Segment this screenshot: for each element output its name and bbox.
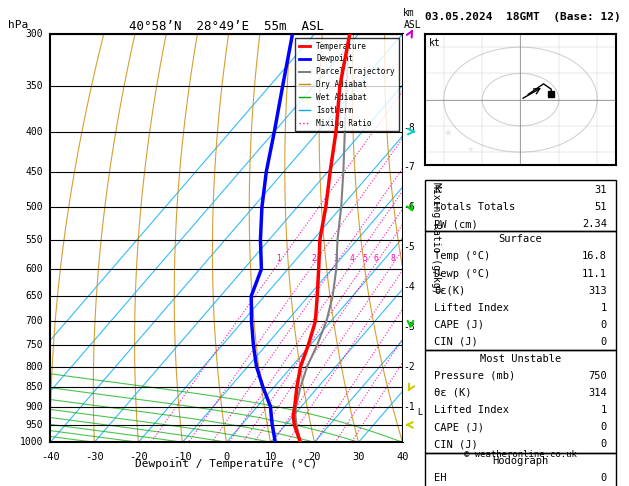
Text: 2: 2 xyxy=(312,254,316,263)
Text: 700: 700 xyxy=(26,316,43,326)
Text: 500: 500 xyxy=(26,202,43,212)
Text: 11.1: 11.1 xyxy=(582,269,607,278)
Text: CAPE (J): CAPE (J) xyxy=(434,422,484,432)
Text: Lifted Index: Lifted Index xyxy=(434,303,509,312)
Text: 400: 400 xyxy=(26,126,43,137)
Text: -30: -30 xyxy=(85,452,104,463)
Text: 0: 0 xyxy=(601,439,607,449)
Text: PW (cm): PW (cm) xyxy=(434,219,478,229)
Text: 3: 3 xyxy=(333,254,338,263)
Text: © weatheronline.co.uk: © weatheronline.co.uk xyxy=(464,450,577,459)
Text: 950: 950 xyxy=(26,420,43,430)
Text: -4: -4 xyxy=(403,282,415,292)
Text: 51: 51 xyxy=(594,202,607,212)
Text: 03.05.2024  18GMT  (Base: 12): 03.05.2024 18GMT (Base: 12) xyxy=(425,12,620,22)
Text: -7: -7 xyxy=(403,162,415,173)
Text: K: K xyxy=(434,185,440,195)
Text: 750: 750 xyxy=(588,371,607,381)
Text: Dewp (°C): Dewp (°C) xyxy=(434,269,491,278)
Text: 0: 0 xyxy=(601,473,607,483)
Text: Most Unstable: Most Unstable xyxy=(480,354,561,364)
Text: 1000: 1000 xyxy=(20,437,43,447)
Text: 4: 4 xyxy=(350,254,355,263)
Text: -10: -10 xyxy=(173,452,192,463)
Text: ★: ★ xyxy=(444,128,452,139)
Text: -20: -20 xyxy=(129,452,148,463)
Text: Hodograph: Hodograph xyxy=(493,456,548,466)
Text: 20: 20 xyxy=(308,452,321,463)
Text: 450: 450 xyxy=(26,167,43,176)
Bar xyxy=(425,231,616,350)
Legend: Temperature, Dewpoint, Parcel Trajectory, Dry Adiabat, Wet Adiabat, Isotherm, Mi: Temperature, Dewpoint, Parcel Trajectory… xyxy=(295,38,399,131)
Text: Lifted Index: Lifted Index xyxy=(434,405,509,415)
Text: Totals Totals: Totals Totals xyxy=(434,202,515,212)
Text: θε(K): θε(K) xyxy=(434,286,465,295)
Text: 0: 0 xyxy=(601,337,607,347)
Text: 31: 31 xyxy=(594,185,607,195)
Text: -8: -8 xyxy=(403,122,415,133)
Text: -3: -3 xyxy=(403,322,415,332)
Text: 314: 314 xyxy=(588,388,607,398)
Text: 6: 6 xyxy=(374,254,379,263)
Text: CIN (J): CIN (J) xyxy=(434,337,478,347)
Text: 1: 1 xyxy=(601,405,607,415)
Text: 30: 30 xyxy=(352,452,365,463)
Text: Mixing Ratio (g/kg): Mixing Ratio (g/kg) xyxy=(431,182,441,294)
Text: -1: -1 xyxy=(403,402,415,412)
Text: 850: 850 xyxy=(26,382,43,392)
Text: CAPE (J): CAPE (J) xyxy=(434,320,484,330)
Text: CIN (J): CIN (J) xyxy=(434,439,478,449)
Bar xyxy=(425,180,616,231)
Text: 16.8: 16.8 xyxy=(582,251,607,261)
Text: 1: 1 xyxy=(276,254,281,263)
Text: 550: 550 xyxy=(26,235,43,244)
Text: 650: 650 xyxy=(26,291,43,301)
Text: 750: 750 xyxy=(26,340,43,350)
Text: Surface: Surface xyxy=(499,234,542,244)
Text: 300: 300 xyxy=(26,29,43,39)
Text: EH: EH xyxy=(434,473,447,483)
Text: Pressure (mb): Pressure (mb) xyxy=(434,371,515,381)
X-axis label: Dewpoint / Temperature (°C): Dewpoint / Temperature (°C) xyxy=(135,459,318,469)
Text: -2: -2 xyxy=(403,362,415,372)
Text: km
ASL: km ASL xyxy=(403,8,421,30)
Text: LCL: LCL xyxy=(407,408,423,417)
Text: hPa: hPa xyxy=(9,20,29,30)
Text: 8: 8 xyxy=(391,254,396,263)
Text: -5: -5 xyxy=(403,242,415,252)
Text: Temp (°C): Temp (°C) xyxy=(434,251,491,261)
Text: 0: 0 xyxy=(601,422,607,432)
Text: -6: -6 xyxy=(403,202,415,212)
Text: 0: 0 xyxy=(601,320,607,330)
Text: ★: ★ xyxy=(467,145,474,154)
Text: 800: 800 xyxy=(26,362,43,372)
Text: θε (K): θε (K) xyxy=(434,388,472,398)
Text: 2.34: 2.34 xyxy=(582,219,607,229)
Title: 40°58’N  28°49’E  55m  ASL: 40°58’N 28°49’E 55m ASL xyxy=(129,20,324,33)
Text: 40: 40 xyxy=(396,452,409,463)
Text: 900: 900 xyxy=(26,401,43,412)
Bar xyxy=(425,453,616,486)
Text: 0: 0 xyxy=(223,452,230,463)
Text: -40: -40 xyxy=(41,452,60,463)
Text: 350: 350 xyxy=(26,81,43,91)
Text: 313: 313 xyxy=(588,286,607,295)
Text: 10: 10 xyxy=(264,452,277,463)
Text: 5: 5 xyxy=(363,254,367,263)
Text: kt: kt xyxy=(428,38,440,48)
Text: 600: 600 xyxy=(26,264,43,274)
Bar xyxy=(425,350,616,453)
Text: 1: 1 xyxy=(601,303,607,312)
